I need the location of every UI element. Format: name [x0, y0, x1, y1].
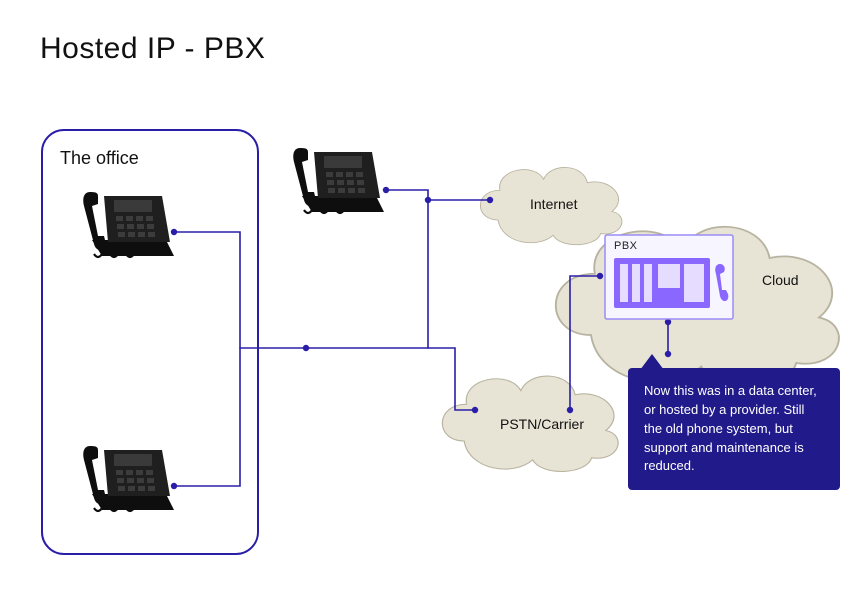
callout-text: Now this was in a data center, or hosted…	[644, 383, 817, 473]
pstn-label: PSTN/Carrier	[500, 416, 584, 432]
diagram-canvas	[0, 0, 850, 602]
cloud-label: Cloud	[762, 272, 799, 288]
phone-icon	[83, 446, 174, 511]
phone-icon	[83, 192, 174, 257]
phone-icon	[293, 148, 384, 213]
office-label: The office	[60, 148, 139, 169]
pbx-label: PBX	[614, 240, 638, 252]
callout-box: Now this was in a data center, or hosted…	[628, 368, 840, 490]
internet-label: Internet	[530, 196, 577, 212]
